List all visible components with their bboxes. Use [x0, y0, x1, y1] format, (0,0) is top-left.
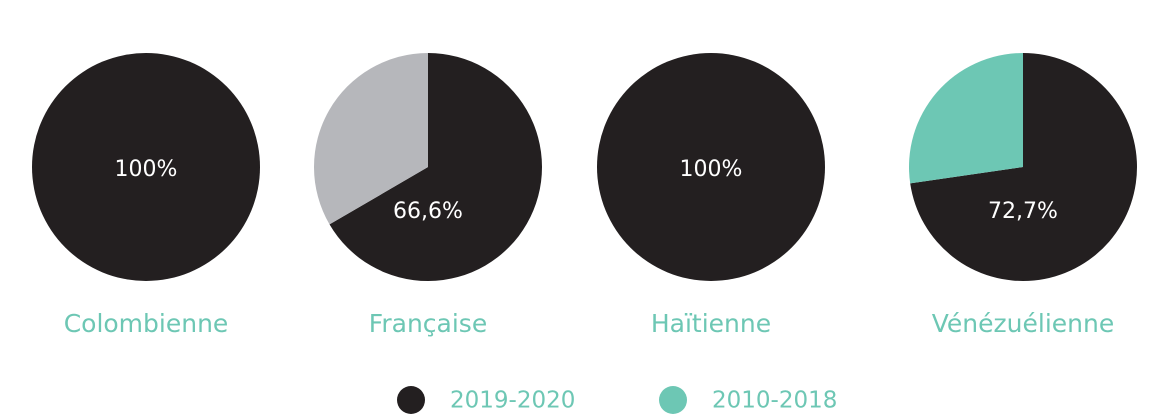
- value-label: 66,6%: [393, 199, 463, 224]
- pie-title: Vénézuélienne: [932, 309, 1114, 338]
- pie-slice: [908, 53, 1023, 184]
- legend-swatch: [397, 386, 425, 414]
- value-label: 72,7%: [988, 199, 1058, 224]
- pie-slice: [329, 53, 543, 281]
- value-label: 100%: [115, 157, 178, 182]
- pie-slice: [910, 53, 1137, 281]
- pie-title: Haïtienne: [651, 309, 771, 338]
- pie-slice: [32, 53, 260, 281]
- pie-title: Colombienne: [64, 309, 229, 338]
- pie-slice: [314, 53, 428, 225]
- pie-title: Française: [369, 309, 487, 338]
- legend-swatch: [659, 386, 687, 414]
- legend-label: 2010-2018: [712, 388, 837, 414]
- pie-slice: [597, 53, 825, 281]
- legend-label: 2019-2020: [450, 388, 575, 414]
- value-label: 100%: [680, 157, 743, 182]
